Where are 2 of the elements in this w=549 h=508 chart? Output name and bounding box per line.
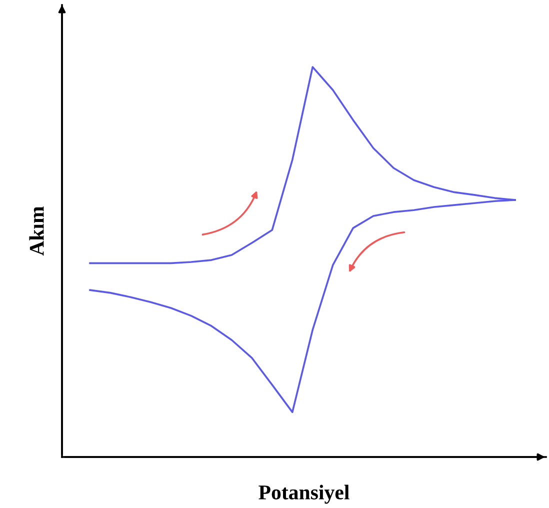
y-axis-title: Akım [29,206,44,256]
x-axis-title: Potansiyel [258,484,350,504]
